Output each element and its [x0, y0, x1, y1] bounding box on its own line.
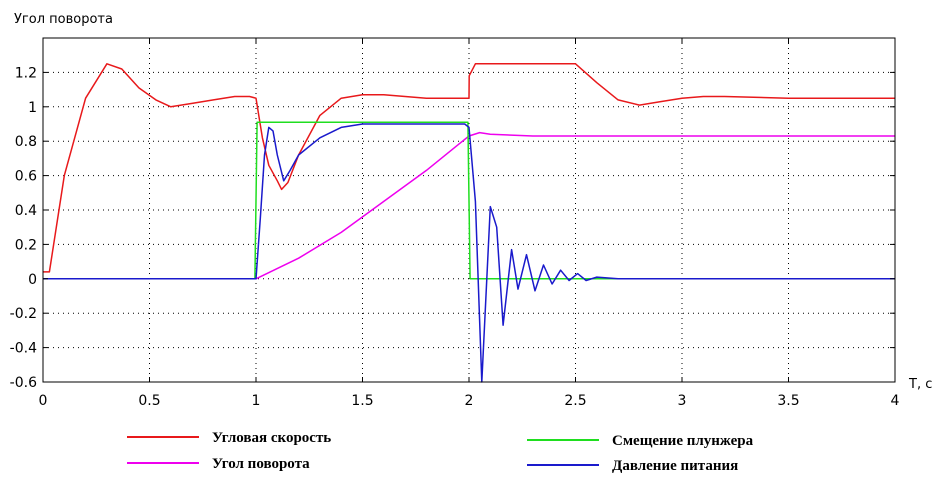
x-tick-label: 1.5 — [351, 393, 373, 409]
series-line-3 — [43, 123, 895, 383]
y-tick-label: 1 — [28, 100, 37, 116]
x-axis-label: T, c — [908, 377, 932, 392]
y-tick-label: -0.6 — [10, 375, 37, 391]
y-tick-label: 0.8 — [15, 134, 37, 150]
series-layer — [43, 63, 895, 383]
y-tick-label: -0.4 — [10, 341, 37, 357]
x-tick-label: 0 — [39, 393, 48, 409]
series-line-0 — [43, 63, 895, 273]
y-tick-label: 0.4 — [15, 203, 37, 219]
y-tick-label: 0.6 — [15, 169, 37, 185]
ticks: 0 0.5 1 1.5 2 2.5 3 3.5 4 -0.6 -0.4 -0.2 0 0.2 0.4 0.6 0… — [10, 38, 900, 409]
x-tick-label: 3 — [678, 393, 687, 409]
y-axis-label: Угол поворота — [14, 12, 113, 27]
x-tick-label: 2 — [465, 393, 474, 409]
legend-label-0: Угловая скорость — [212, 430, 331, 446]
x-tick-label: 4 — [891, 393, 900, 409]
series-line-1 — [43, 131, 895, 280]
legend: Угловая скорость Угол поворота Смещение пл… — [127, 430, 754, 474]
y-tick-label: 1.2 — [15, 65, 37, 81]
y-tick-label: 0 — [28, 272, 37, 288]
x-tick-label: 1 — [252, 393, 261, 409]
y-tick-label: -0.2 — [10, 306, 37, 322]
x-tick-label: 0.5 — [138, 393, 160, 409]
legend-label-2: Смещение плунжера — [612, 433, 754, 449]
legend-label-3: Давление питания — [612, 458, 738, 474]
legend-label-1: Угол поворота — [212, 456, 310, 472]
y-tick-label: 0.2 — [15, 237, 37, 253]
x-tick-label: 3.5 — [777, 393, 799, 409]
x-tick-label: 2.5 — [564, 393, 586, 409]
